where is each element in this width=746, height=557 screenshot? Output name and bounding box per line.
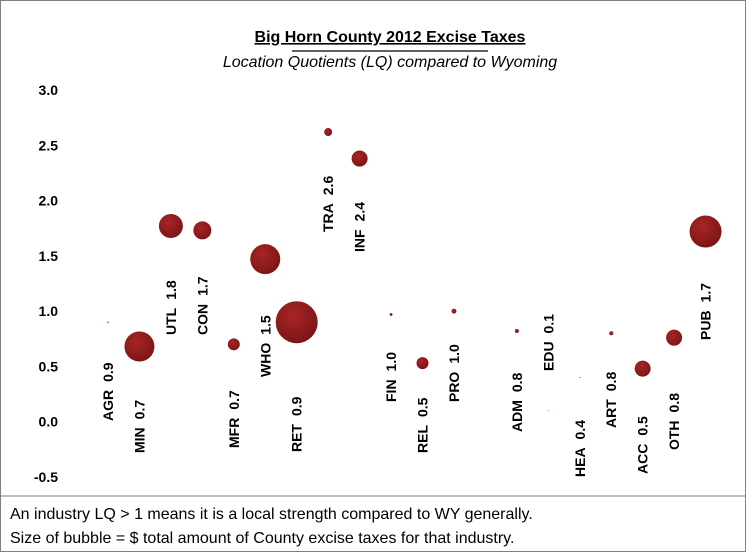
data-label-value: 0.8	[509, 372, 525, 392]
data-label: ART 0.8	[603, 372, 619, 428]
y-tick-label: 2.5	[39, 137, 59, 153]
data-label: MIN 0.7	[131, 400, 147, 453]
data-label-category: ART	[603, 399, 619, 428]
data-label: PUB 1.7	[698, 283, 714, 340]
footnote: Size of bubble = $ total amount of Count…	[10, 530, 514, 547]
data-label: MFR 0.7	[226, 390, 242, 448]
y-tick-label: 0.0	[39, 414, 59, 430]
data-label-category: ADM	[509, 400, 525, 432]
bubble	[351, 150, 368, 167]
data-label: EDU 0.1	[540, 314, 556, 371]
data-label: ADM 0.8	[509, 372, 525, 432]
data-label-value: 1.0	[383, 352, 399, 372]
data-label-category: PRO	[446, 372, 462, 402]
y-tick-label: 2.0	[39, 193, 59, 209]
chart-subtitle: Location Quotients (LQ) compared to Wyom…	[223, 54, 557, 71]
data-label-value: 0.4	[572, 420, 588, 440]
bubble	[124, 331, 155, 362]
data-label-category: EDU	[540, 341, 556, 371]
data-label-category: FIN	[383, 379, 399, 402]
chart-title: Big Horn County 2012 Excise Taxes	[255, 29, 526, 46]
data-label: REL 0.5	[415, 397, 431, 453]
bubble	[158, 214, 183, 239]
data-label-category: WHO	[257, 343, 273, 377]
data-label-category: MFR	[226, 418, 242, 448]
data-label-category: REL	[415, 425, 431, 453]
data-label-value: 0.7	[226, 390, 242, 410]
data-label-value: 1.5	[257, 315, 273, 335]
data-label: TRA 2.6	[320, 176, 336, 232]
bubble	[107, 321, 109, 323]
data-label: AGR 0.9	[100, 362, 116, 421]
bubble	[634, 360, 651, 377]
data-label-category: ACC	[635, 444, 651, 474]
bubble	[451, 308, 457, 314]
y-tick-label: -0.5	[34, 469, 58, 485]
data-label-value: 1.8	[163, 280, 179, 300]
data-label: CON 1.7	[194, 276, 210, 335]
data-label-category: RET	[289, 424, 305, 452]
bubble	[416, 357, 429, 370]
data-label-category: AGR	[100, 390, 116, 421]
data-label: WHO 1.5	[257, 315, 273, 377]
data-label-value: 1.7	[698, 283, 714, 303]
data-label-value: 0.8	[666, 393, 682, 413]
data-label: HEA 0.4	[572, 420, 588, 477]
y-tick-label: 1.5	[39, 248, 59, 264]
bubble	[514, 329, 519, 334]
y-tick-label: 0.5	[39, 358, 59, 374]
data-label-category: MIN	[131, 427, 147, 453]
data-label-value: 2.4	[352, 202, 368, 222]
data-label: FIN 1.0	[383, 352, 399, 402]
bubble	[579, 376, 581, 379]
bubble	[609, 331, 614, 336]
data-label-value: 1.0	[446, 344, 462, 364]
data-label-value: 1.7	[194, 276, 210, 296]
y-tick-label: 1.0	[39, 303, 59, 319]
bubble	[324, 128, 333, 137]
bubble	[389, 313, 393, 316]
data-label: RET 0.9	[289, 396, 305, 452]
data-label: UTL 1.8	[163, 280, 179, 335]
data-label-category: UTL	[163, 307, 179, 335]
data-label-category: PUB	[698, 310, 714, 340]
bubble	[689, 215, 722, 248]
data-label-value: 0.1	[540, 314, 556, 334]
data-label-category: HEA	[572, 447, 588, 477]
bubble	[227, 338, 240, 351]
bubble	[250, 244, 281, 275]
data-label-category: CON	[194, 304, 210, 335]
data-label: OTH 0.8	[666, 393, 682, 450]
bubble	[275, 301, 318, 344]
data-label-category: TRA	[320, 203, 336, 232]
data-label-category: INF	[352, 229, 368, 252]
data-label: PRO 1.0	[446, 344, 462, 402]
footnote: An industry LQ > 1 means it is a local s…	[10, 506, 533, 523]
data-label-value: 0.9	[100, 362, 116, 382]
data-label-value: 0.7	[131, 400, 147, 420]
data-label-value: 0.9	[289, 396, 305, 416]
bubble	[547, 410, 549, 412]
data-label-value: 0.5	[415, 397, 431, 417]
data-label-value: 2.6	[320, 176, 336, 196]
bubble	[666, 329, 683, 346]
bubble	[193, 221, 212, 240]
data-label: ACC 0.5	[635, 416, 651, 474]
y-tick-label: 3.0	[39, 82, 59, 98]
data-label-value: 0.8	[603, 372, 619, 392]
data-label: INF 2.4	[352, 202, 368, 252]
data-label-value: 0.5	[635, 416, 651, 436]
data-label-category: OTH	[666, 420, 682, 450]
